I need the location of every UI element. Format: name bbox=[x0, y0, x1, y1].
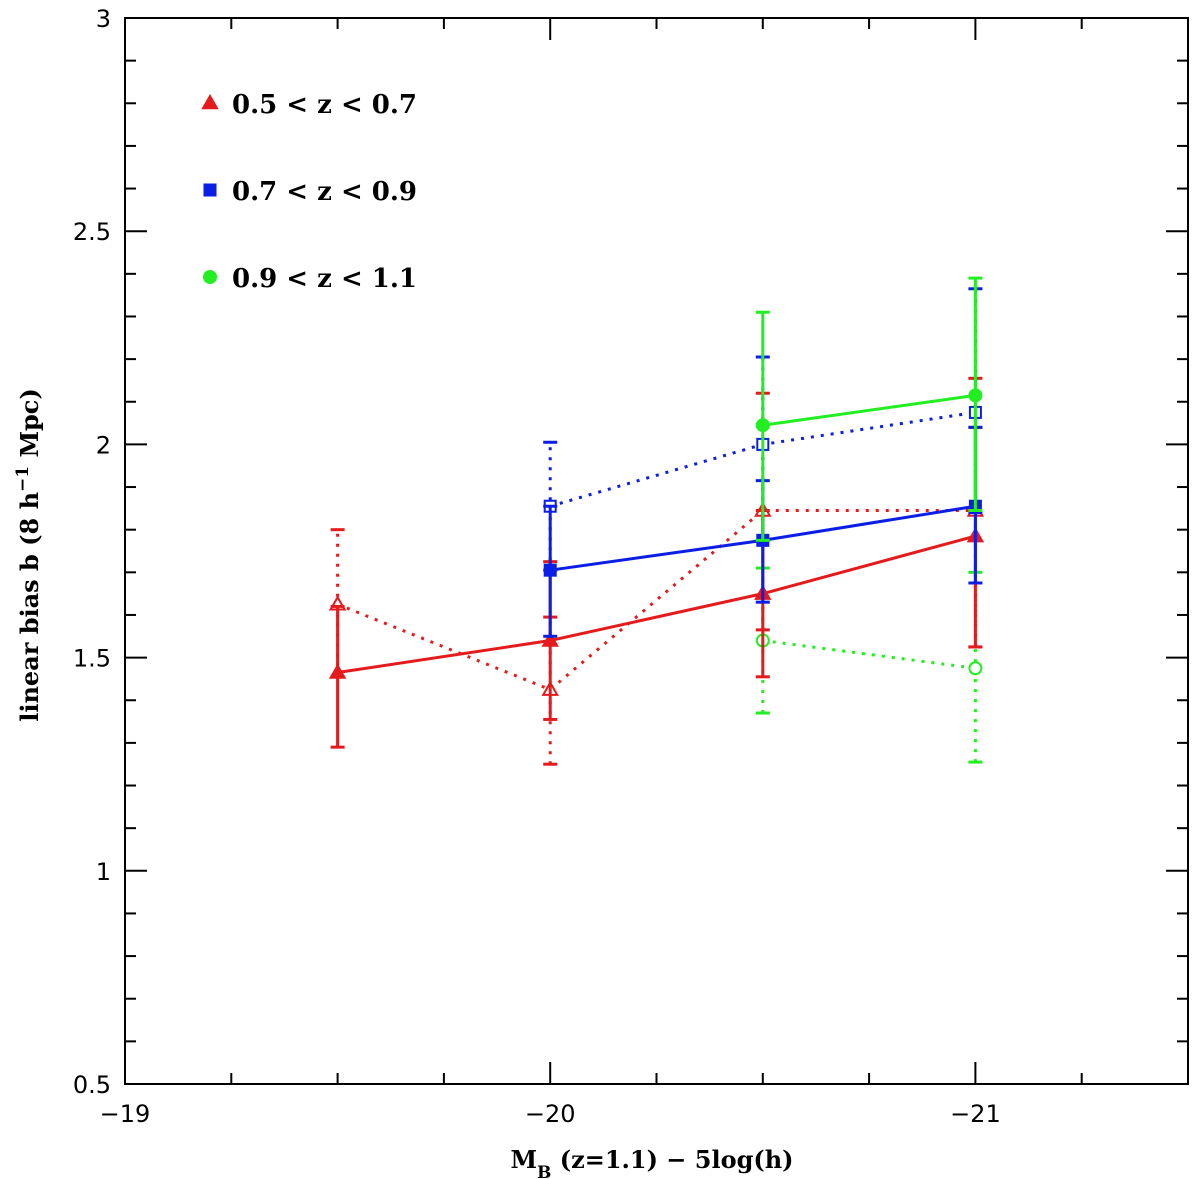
data-point bbox=[541, 631, 559, 647]
y-tick-label: 3 bbox=[96, 5, 111, 33]
series-line bbox=[337, 508, 976, 692]
data-point bbox=[328, 663, 347, 679]
data-point bbox=[968, 661, 983, 676]
ticks-layer bbox=[124, 17, 1189, 1085]
series-5 bbox=[755, 566, 983, 764]
y-tick-label: 0.5 bbox=[73, 1071, 111, 1099]
series-line bbox=[762, 639, 976, 670]
legend-label: 0.7 < z < 0.9 bbox=[232, 177, 417, 207]
tick-labels: 0.5 1 1.5 2 2.5 3 −19 −20 −21 bbox=[73, 5, 1001, 1128]
x-axis-label: MB (z=1.1) − 5log(h) bbox=[510, 1145, 793, 1179]
series-line bbox=[337, 534, 976, 675]
y-tick-label: 2 bbox=[96, 431, 111, 459]
y-axis-label: linear bias b (8 h−1 Mpc) bbox=[13, 388, 44, 722]
y-tick-label: 1 bbox=[96, 858, 111, 886]
series-4 bbox=[755, 276, 983, 542]
legend-marker bbox=[203, 270, 217, 284]
x-tick-label: −19 bbox=[100, 1100, 151, 1128]
data-point bbox=[968, 388, 983, 403]
legend-marker bbox=[201, 93, 219, 110]
x-tick-label: −21 bbox=[950, 1100, 1001, 1128]
legend-marker bbox=[203, 183, 217, 197]
series-1 bbox=[328, 376, 985, 766]
legend-label: 0.9 < z < 1.1 bbox=[232, 264, 417, 294]
series-layer bbox=[328, 276, 985, 766]
data-point bbox=[755, 418, 770, 433]
y-tick-label: 2.5 bbox=[73, 218, 111, 246]
x-tick-label: −20 bbox=[525, 1100, 576, 1128]
legend: 0.5 < z < 0.7 0.7 < z < 0.9 0.9 < z < 1.1 bbox=[201, 90, 417, 294]
legend-label: 0.5 < z < 0.7 bbox=[232, 90, 417, 120]
series-line bbox=[762, 393, 976, 427]
y-tick-label: 1.5 bbox=[73, 645, 111, 673]
data-point bbox=[543, 563, 557, 577]
